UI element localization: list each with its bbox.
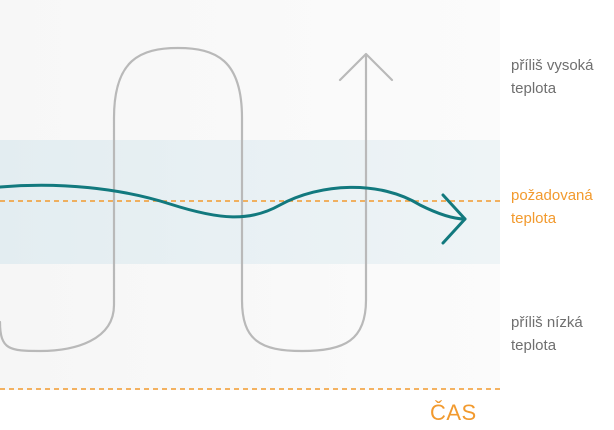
label-too-low-line1: příliš nízká (511, 314, 583, 331)
label-desired-line2: teplota (511, 210, 557, 227)
zone-too-low (0, 264, 500, 390)
label-desired: požadovaná teplota (511, 184, 593, 230)
label-desired-line1: požadovaná (511, 187, 593, 204)
label-too-high-line2: teplota (511, 80, 557, 97)
zone-too-high (0, 0, 500, 140)
label-too-high-line1: příliš vysoká (511, 57, 594, 74)
uncontrolled-temperature-curve (0, 46, 368, 353)
label-too-low: příliš nízká teplota (511, 311, 583, 357)
right-arrow-icon (441, 193, 467, 245)
zone-desired (0, 140, 500, 264)
label-too-high: příliš vysoká teplota (511, 54, 594, 100)
label-too-low-line2: teplota (511, 337, 557, 354)
time-axis-label: ČAS (430, 400, 477, 425)
regulated-temperature-curve (0, 183, 467, 221)
up-arrow-icon (338, 52, 394, 82)
